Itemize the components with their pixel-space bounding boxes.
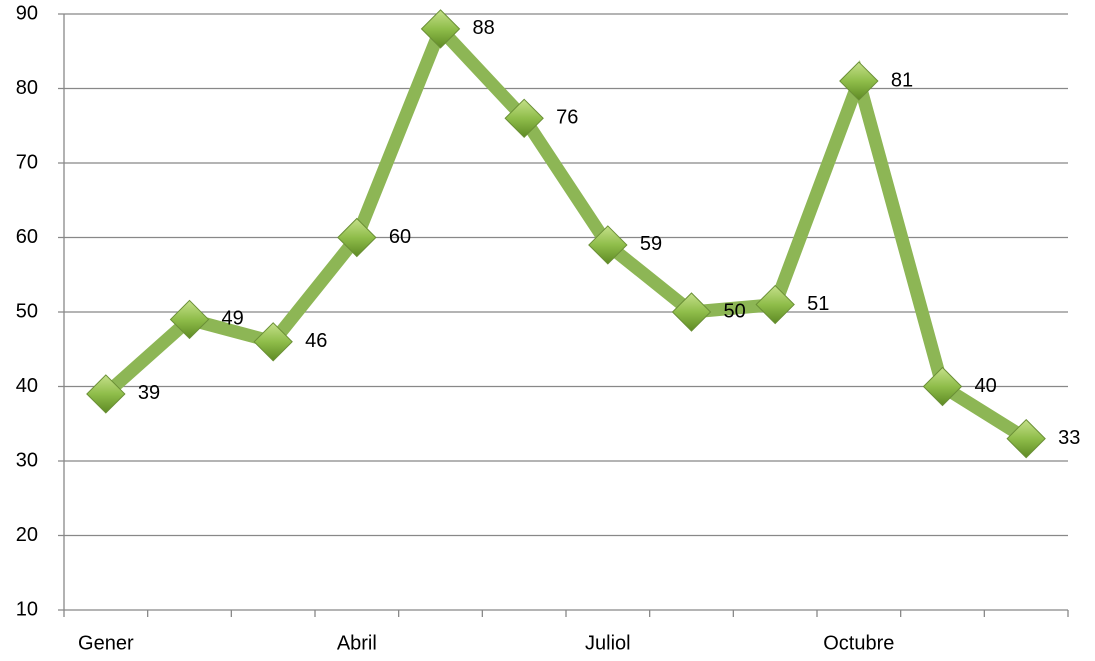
y-tick-label: 50 — [16, 300, 38, 322]
marker — [86, 374, 126, 414]
data-label: 40 — [975, 375, 997, 397]
data-label: 49 — [222, 308, 244, 330]
x-tick-label: Abril — [337, 632, 377, 654]
y-tick-label: 40 — [16, 375, 38, 397]
y-tick-label: 90 — [16, 2, 38, 24]
marker — [671, 292, 712, 332]
data-label: 59 — [640, 233, 662, 255]
y-tick-label: 20 — [16, 524, 38, 546]
marker — [420, 9, 461, 49]
y-tick-label: 70 — [16, 151, 38, 173]
marker — [588, 225, 628, 265]
data-label: 88 — [473, 17, 495, 39]
marker — [755, 284, 795, 325]
marker — [922, 366, 963, 407]
x-tick-label: Juliol — [585, 632, 631, 654]
x-tick-label: Gener — [78, 632, 134, 654]
marker — [169, 299, 210, 340]
data-label: 50 — [724, 300, 746, 322]
y-tick-label: 80 — [16, 77, 38, 99]
marker — [337, 217, 377, 258]
marker — [253, 322, 293, 362]
y-tick-label: 60 — [16, 226, 38, 248]
marker — [1006, 418, 1046, 459]
marker — [504, 98, 544, 139]
x-tick-label: Octubre — [823, 632, 894, 654]
data-label: 39 — [138, 382, 160, 404]
y-tick-label: 30 — [16, 449, 38, 471]
marker — [839, 61, 879, 101]
data-label: 60 — [389, 226, 411, 248]
data-label: 46 — [305, 330, 327, 352]
data-label: 76 — [556, 107, 578, 129]
y-tick-label: 10 — [16, 598, 38, 620]
line — [101, 17, 1030, 445]
data-label: 51 — [807, 293, 829, 315]
data-label: 81 — [891, 69, 913, 91]
data-label: 33 — [1058, 427, 1080, 449]
